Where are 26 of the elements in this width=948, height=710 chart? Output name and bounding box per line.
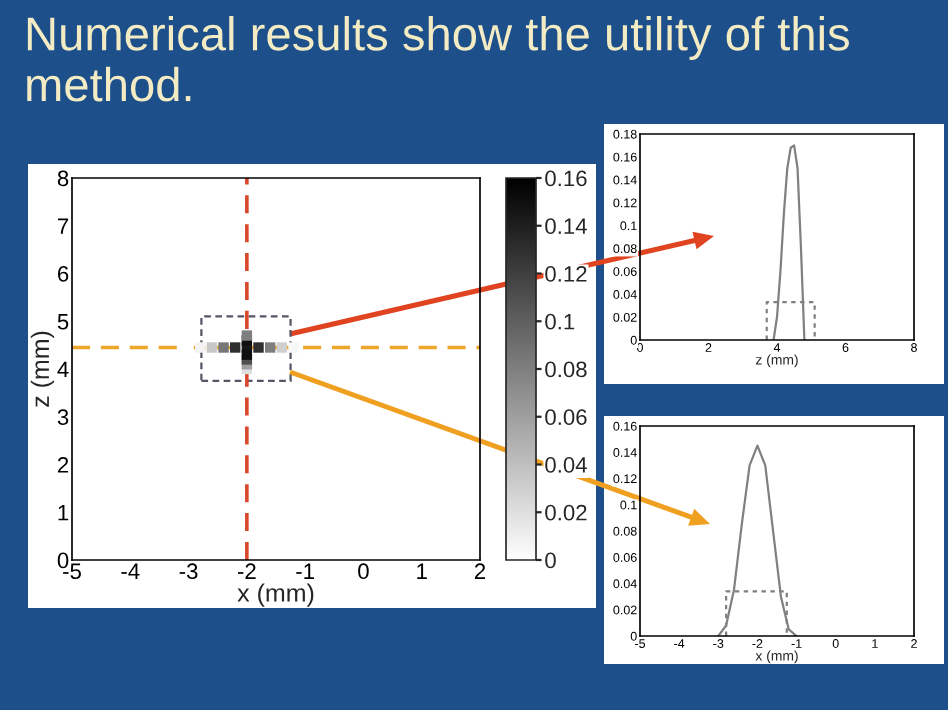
x-tick-label: 1 [417, 563, 427, 579]
y-tick-label: 2 [57, 457, 69, 473]
x-tick-label: 2 [474, 563, 486, 579]
y-tick-label: 8 [57, 170, 69, 187]
y-tick-label: 6 [57, 266, 69, 282]
color-bar-label: 0.16 [545, 170, 587, 187]
y-tick-label: 1 [58, 505, 69, 521]
y-tick-label: 3 [57, 409, 69, 426]
color-bar-label: 0.12 [545, 266, 587, 282]
y-tick-label: 5 [57, 314, 69, 330]
x-tick-label: -1 [296, 563, 314, 579]
x-tick-label: -2 [237, 563, 256, 579]
color-bar-label: 0.06 [545, 409, 587, 426]
x-tick-label: 0 [358, 563, 369, 580]
color-bar-label: 0.04 [545, 457, 587, 473]
x-tick-label: -4 [121, 563, 140, 579]
x-tick-label: -3 [179, 563, 198, 580]
color-bar-label: 0.08 [545, 361, 587, 378]
y-tick-label: 7 [58, 218, 69, 234]
y-tick-label: 4 [57, 361, 69, 378]
color-bar-label: 0.02 [545, 504, 587, 521]
y-axis-title: z (mm) [30, 331, 55, 407]
chart-title: Numerical results show the utility of this method. [27, 16, 849, 102]
x-axis-title: x (mm) [237, 583, 314, 607]
color-bar-label: 0.14 [545, 218, 587, 235]
color-bar-label: 0.1 [545, 313, 575, 330]
